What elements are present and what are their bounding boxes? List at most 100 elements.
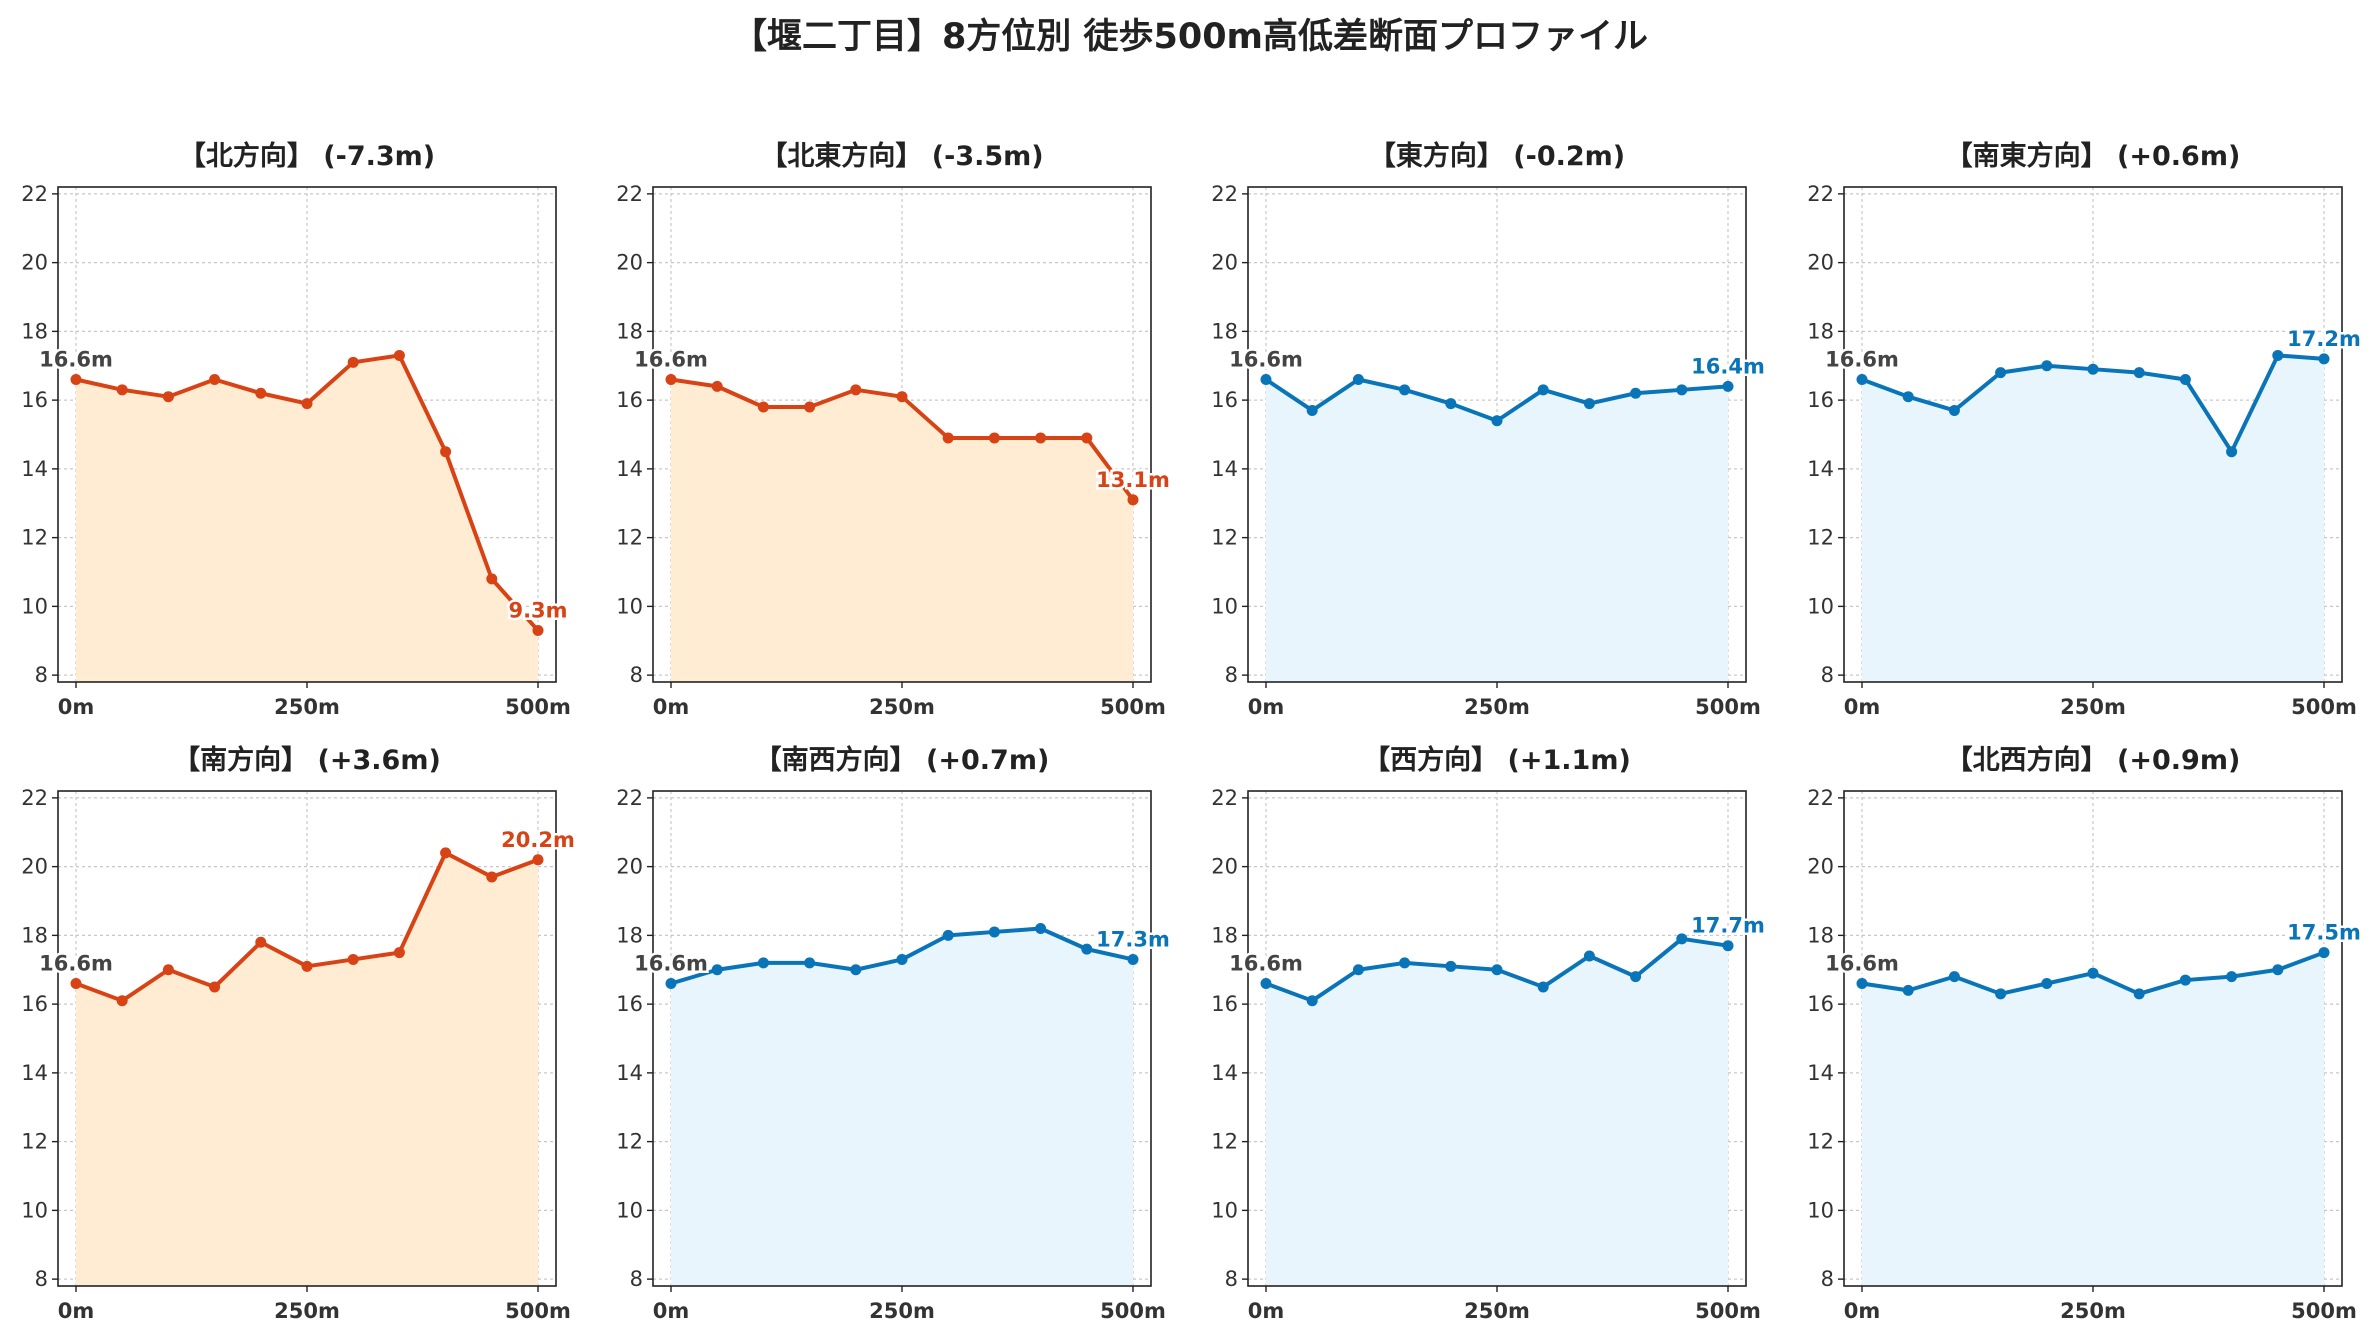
- data-point: [942, 929, 954, 941]
- y-tick-label: 14: [21, 457, 48, 481]
- data-point: [896, 953, 908, 965]
- panel-title: 【南東方向】 (+0.6m): [1946, 140, 2241, 172]
- data-point: [2272, 349, 2284, 361]
- y-tick-label: 10: [21, 594, 48, 618]
- start-elevation-label: 16.6m: [1825, 348, 1899, 372]
- x-tick-label: 0m: [653, 1299, 690, 1323]
- data-point: [1856, 374, 1868, 385]
- data-point: [2318, 353, 2330, 365]
- y-tick-label: 12: [1211, 526, 1238, 550]
- panel-title: 【南西方向】 (+0.7m): [755, 744, 1050, 776]
- y-tick-label: 22: [21, 786, 48, 810]
- data-point: [1445, 398, 1457, 410]
- y-tick-label: 14: [1211, 457, 1238, 481]
- data-point: [347, 953, 359, 965]
- y-tick-label: 8: [1225, 663, 1238, 687]
- end-elevation-label: 17.3m: [1096, 927, 1170, 951]
- panel-title: 【東方向】 (-0.2m): [1369, 140, 1625, 172]
- data-point: [1399, 384, 1411, 396]
- x-tick-label: 250m: [869, 1299, 935, 1323]
- x-tick-label: 250m: [274, 1299, 340, 1323]
- data-point: [301, 398, 313, 410]
- y-tick-label: 12: [21, 1130, 48, 1154]
- data-point: [70, 978, 82, 989]
- y-tick-label: 14: [1807, 1061, 1834, 1085]
- profile-panel-7: 【西方向】 (+1.1m) 8 10 12 14 16 18 20 22 0m 250m 500m 16…: [1211, 744, 1767, 1323]
- start-elevation-label: 16.6m: [39, 348, 113, 372]
- data-point: [2179, 374, 2191, 385]
- data-point: [393, 947, 405, 959]
- data-point: [2179, 974, 2191, 986]
- y-tick-label: 18: [21, 319, 48, 343]
- y-tick-label: 20: [1807, 251, 1834, 275]
- y-tick-label: 18: [1211, 923, 1238, 947]
- y-tick-label: 8: [35, 1267, 48, 1291]
- data-point: [665, 978, 677, 989]
- data-point: [1537, 384, 1549, 396]
- data-point: [2133, 988, 2145, 1000]
- y-tick-label: 22: [616, 182, 643, 206]
- data-point: [2041, 978, 2053, 989]
- data-point: [1352, 374, 1364, 385]
- x-tick-label: 0m: [1844, 1299, 1881, 1323]
- data-point: [1491, 964, 1503, 976]
- y-tick-label: 16: [1807, 388, 1834, 412]
- profile-panel-2: 【北東方向】 (-3.5m) 8 10 12 14 16 18 20 22 0m 250m 500m 1…: [616, 140, 1172, 719]
- y-tick-label: 18: [1807, 923, 1834, 947]
- end-elevation-label: 17.5m: [2287, 921, 2361, 945]
- panel-title: 【北東方向】 (-3.5m): [760, 140, 1043, 172]
- data-point: [1995, 988, 2007, 1000]
- data-point: [1856, 978, 1868, 989]
- x-tick-label: 500m: [2291, 695, 2357, 719]
- data-point: [116, 995, 128, 1007]
- y-tick-label: 14: [1807, 457, 1834, 481]
- x-tick-label: 0m: [58, 695, 95, 719]
- profile-panel-5: 【南方向】 (+3.6m) 8 10 12 14 16 18 20 22 0m 250m 500m 16…: [21, 744, 577, 1323]
- y-tick-label: 10: [616, 594, 643, 618]
- x-tick-label: 250m: [1464, 1299, 1530, 1323]
- y-tick-label: 8: [1225, 1267, 1238, 1291]
- y-tick-label: 8: [1821, 663, 1834, 687]
- data-point: [1352, 964, 1364, 976]
- data-point: [301, 960, 313, 972]
- panel-title: 【北方向】 (-7.3m): [179, 140, 435, 172]
- y-tick-label: 18: [616, 923, 643, 947]
- y-tick-label: 14: [616, 457, 643, 481]
- data-point: [1306, 404, 1318, 416]
- data-point: [2318, 947, 2330, 959]
- data-point: [2272, 964, 2284, 976]
- data-point: [1035, 923, 1047, 934]
- area-fill: [76, 852, 538, 1286]
- y-tick-label: 14: [1211, 1061, 1238, 1085]
- data-point: [1630, 387, 1642, 399]
- data-point: [711, 964, 723, 976]
- data-point: [804, 957, 816, 969]
- data-point: [70, 374, 82, 385]
- x-tick-label: 500m: [1100, 1299, 1166, 1323]
- y-tick-label: 12: [21, 526, 48, 550]
- data-point: [896, 391, 908, 403]
- data-point: [116, 384, 128, 396]
- data-point: [2226, 446, 2238, 458]
- data-point: [532, 624, 544, 636]
- y-tick-label: 16: [616, 992, 643, 1016]
- y-tick-label: 16: [1211, 992, 1238, 1016]
- y-tick-label: 20: [1211, 855, 1238, 879]
- data-point: [1306, 995, 1318, 1007]
- x-tick-label: 500m: [1100, 695, 1166, 719]
- x-tick-label: 0m: [653, 695, 690, 719]
- y-tick-label: 18: [1807, 319, 1834, 343]
- data-point: [347, 356, 359, 368]
- x-tick-label: 500m: [2291, 1299, 2357, 1323]
- data-point: [1948, 971, 1960, 983]
- data-point: [1722, 940, 1734, 952]
- x-tick-label: 0m: [1248, 1299, 1285, 1323]
- area-fill: [1266, 379, 1728, 682]
- y-tick-label: 16: [21, 388, 48, 412]
- data-point: [1081, 943, 1093, 955]
- y-tick-label: 20: [1807, 855, 1834, 879]
- data-point: [2087, 967, 2099, 979]
- end-elevation-label: 16.4m: [1691, 354, 1765, 378]
- profile-panel-6: 【南西方向】 (+0.7m) 8 10 12 14 16 18 20 22 0m 250m 500m 1…: [616, 744, 1172, 1323]
- data-point: [850, 964, 862, 976]
